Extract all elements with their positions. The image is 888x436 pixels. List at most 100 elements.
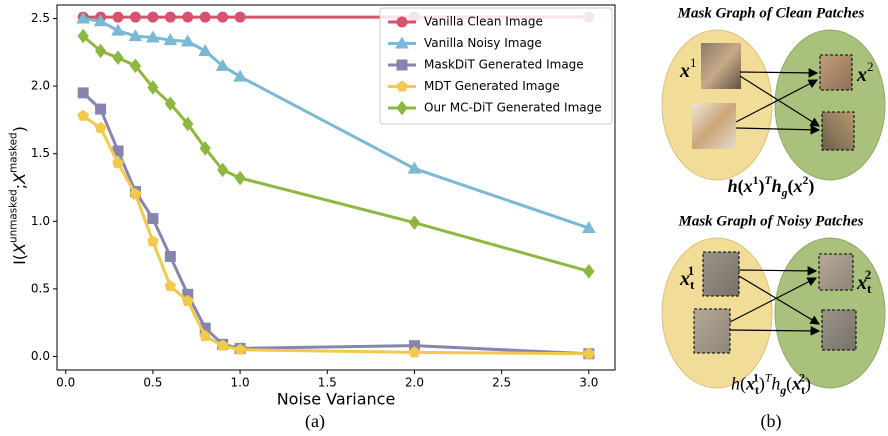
edges (735, 68, 821, 135)
point (147, 213, 159, 225)
text-segment: ) (759, 176, 765, 197)
x-tick-label: 2.5 (492, 376, 511, 390)
point (112, 11, 124, 23)
point (164, 250, 176, 262)
image-patch (701, 43, 741, 89)
x-tick-label: 3.0 (579, 376, 598, 390)
x-tick-label: 2.0 (405, 376, 424, 390)
formula: h(xt1)Thg(xt2) (731, 371, 811, 397)
point (234, 11, 246, 23)
legend: Vanilla Clean Image Vanilla Noisy Image Ma… (379, 7, 613, 125)
image-patch (693, 308, 731, 354)
text-segment: 2 (867, 59, 874, 74)
point (94, 121, 107, 133)
caption: (b) (761, 411, 782, 432)
point (182, 11, 194, 23)
point (77, 109, 89, 121)
text-segment: 1 (688, 263, 695, 278)
clean-right-node (774, 29, 886, 181)
point (164, 11, 176, 23)
point (129, 188, 142, 200)
point (112, 50, 124, 66)
point (583, 263, 595, 279)
legend-marker (396, 100, 408, 116)
point (129, 11, 141, 23)
text-segment: x (679, 268, 690, 290)
text-segment: g (779, 384, 786, 397)
legend-marker (396, 59, 408, 71)
point (217, 162, 229, 178)
point (112, 157, 124, 169)
text-segment: ) (808, 176, 814, 197)
text-segment: 1 (753, 173, 759, 186)
text-segment: t (755, 384, 759, 397)
text-segment: t (801, 384, 805, 397)
node-label: xt1 (679, 263, 695, 292)
text-segment: T (765, 371, 773, 384)
formula: h(x1)Thg(x2) (728, 173, 815, 199)
node-label: x1 (679, 55, 697, 82)
node-label: x2 (856, 59, 874, 86)
text-segment: x (856, 64, 867, 86)
point (198, 43, 213, 56)
image-patch (702, 251, 740, 297)
text-segment: ; (10, 184, 29, 189)
y-tick-label: 0.0 (31, 349, 50, 363)
x-tick-label: 1.5 (318, 376, 337, 390)
point (216, 339, 229, 351)
point (217, 11, 229, 23)
point (94, 43, 107, 59)
caption: (a) (305, 411, 325, 432)
point (181, 294, 194, 307)
text-segment: h (731, 374, 740, 394)
plot-frame (56, 4, 616, 371)
point (182, 116, 194, 132)
text-segment: h (728, 176, 738, 196)
point (199, 140, 211, 156)
y-tick-label: 2.5 (31, 11, 50, 25)
text-segment: 1 (690, 55, 697, 70)
series (77, 28, 595, 279)
image-patch (692, 103, 736, 149)
image-patch (821, 309, 857, 351)
legend-marker (396, 16, 408, 28)
text-segment: 2 (799, 371, 805, 384)
text-segment: ) (805, 374, 811, 395)
legend-box (379, 7, 613, 125)
text-segment: x (856, 272, 867, 294)
legend-label: MaskDiT Generated Image (424, 58, 584, 72)
point (233, 69, 247, 82)
x-tick-label: 0.0 (56, 376, 75, 390)
text-segment: unmasked (8, 189, 20, 243)
y-axis-label: I(Xunmasked;Xmasked) (8, 126, 29, 265)
node-label: xt2 (856, 267, 872, 296)
point (408, 346, 421, 358)
text-segment: x (745, 374, 755, 394)
text-segment: ( (788, 176, 794, 197)
point (95, 103, 107, 115)
text-segment: ) (10, 126, 29, 132)
text-segment: ( (738, 176, 744, 197)
text-segment: 1 (753, 371, 759, 384)
series (77, 109, 595, 359)
point (93, 14, 108, 27)
image-patch (819, 54, 853, 91)
series-line (82, 114, 589, 356)
text-segment: t (690, 277, 695, 292)
text-segment: x (791, 374, 801, 394)
y-tick-label: 1.0 (31, 214, 50, 228)
y-tick-label: 0.5 (31, 281, 50, 295)
legend-label: Vanilla Clean Image (424, 15, 543, 29)
point (180, 34, 195, 47)
panel-title: Mask Graph of Noisy Patches (677, 213, 863, 229)
point (147, 80, 159, 95)
text-segment: x (679, 60, 690, 82)
text-segment: 2 (865, 267, 872, 282)
point (583, 347, 595, 359)
point (234, 343, 246, 355)
edges (729, 266, 821, 336)
image-patch (818, 253, 854, 291)
point (234, 170, 246, 186)
text-segment: x (743, 176, 753, 196)
